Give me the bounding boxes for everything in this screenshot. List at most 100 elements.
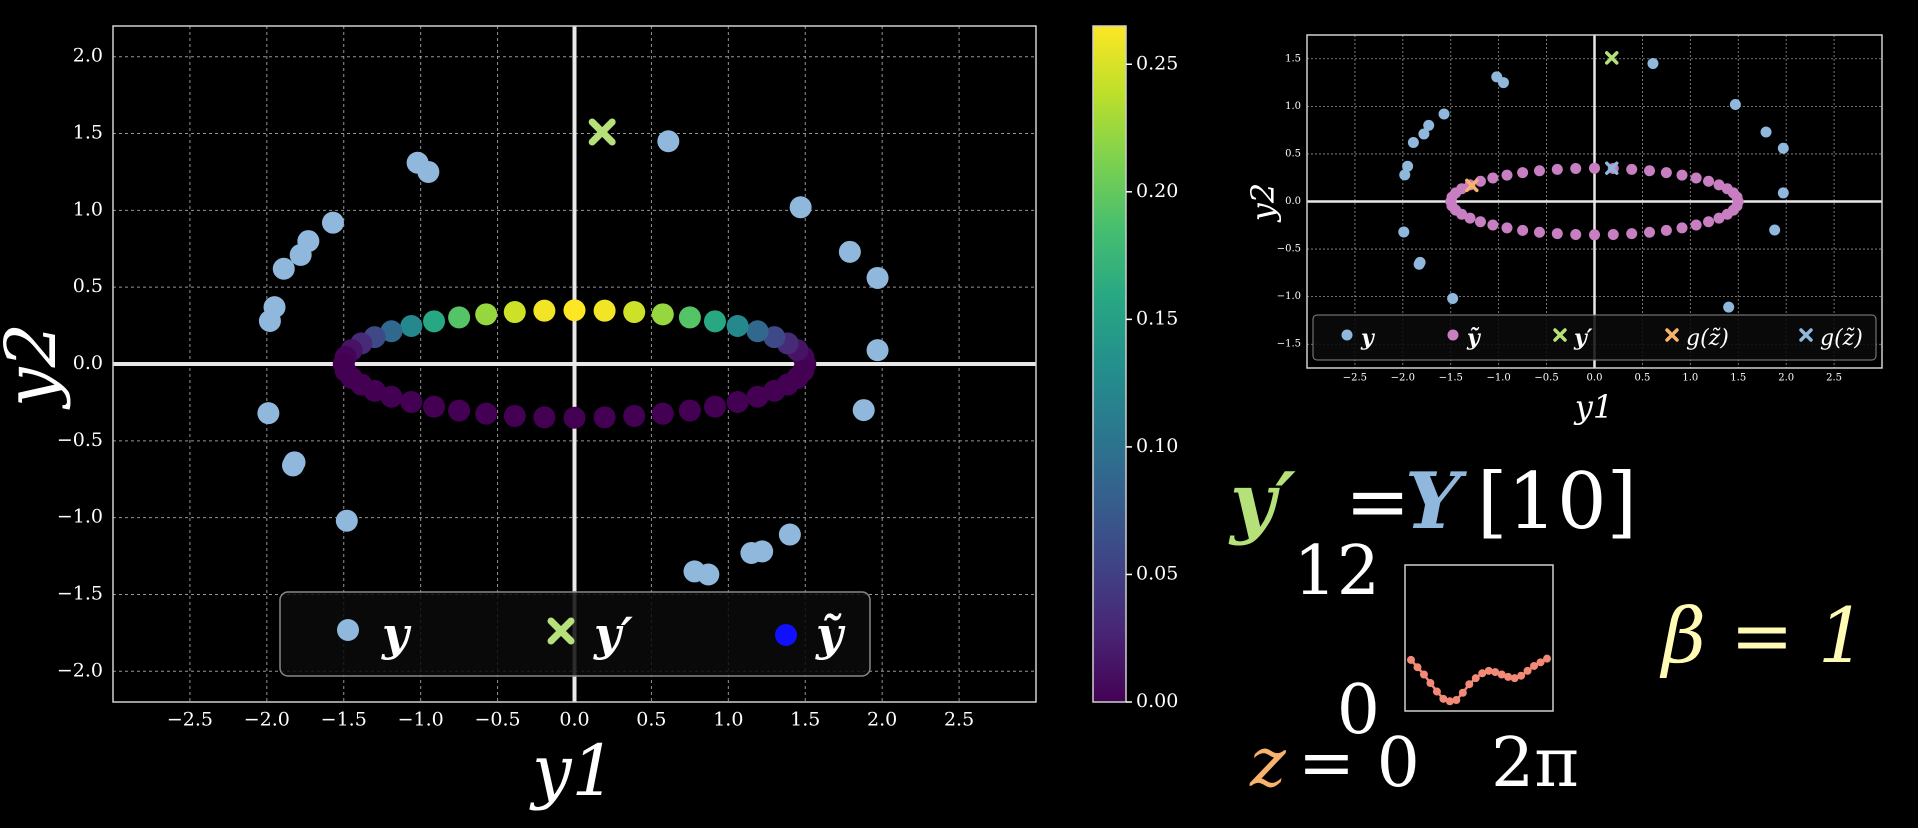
inset-y-min-label: 0: [1337, 671, 1380, 750]
legend-marker-y: [337, 619, 359, 641]
colorbar-tick-label: 0.15: [1136, 307, 1178, 329]
main-legend: y y′ ỹ: [279, 591, 871, 677]
y-tick-label: 1.5: [1285, 53, 1301, 64]
y-tilde-point-small: [1713, 212, 1725, 224]
y-point: [281, 454, 304, 477]
colorbar-tick-label: 0.25: [1136, 52, 1178, 74]
colorbar-tick-label: 0.05: [1136, 562, 1178, 584]
y-tilde-point-small: [1487, 172, 1499, 184]
y-tilde-point: [475, 303, 498, 326]
wave-point: [1471, 674, 1480, 683]
y-tilde-point: [400, 391, 423, 414]
main-scatter-plot: −2.5 −2.0 −1.5 −1.0 −0.5 0.0 0.5 1.0 1.5 2.0 2.5 −2…: [0, 25, 1037, 812]
x-axis-label: y1: [529, 730, 616, 812]
x-tick-label: 1.0: [1682, 372, 1698, 383]
x-tick-label: 0.5: [1634, 372, 1650, 383]
x-tick-label: −2.0: [244, 709, 290, 731]
colorbar: 0.00 0.05 0.10 0.15 0.20 0.25: [1092, 25, 1178, 712]
small-legend-label-g-orange: g(z̃): [1686, 326, 1729, 351]
small-legend-label-y-prime: y′: [1573, 325, 1593, 351]
eq-z-var: z: [1249, 724, 1287, 803]
y-tilde-point: [380, 385, 403, 408]
small-legend-marker-y-tilde: [1447, 329, 1459, 341]
x-tick-label: −2.5: [1343, 372, 1367, 383]
y-point: [697, 563, 720, 586]
inset-y-max-label: 12: [1293, 532, 1380, 611]
y-tick-label: −1.5: [57, 582, 103, 604]
wave-point: [1445, 697, 1454, 706]
y-tilde-point-small: [1589, 229, 1600, 241]
y-axis-label: y2: [0, 323, 72, 410]
eq-Y: Y: [1405, 456, 1467, 547]
y-point: [297, 230, 320, 253]
plot-frame: [112, 25, 1037, 703]
x-tick-label: 2.5: [944, 709, 974, 731]
y-tilde-point-small: [1607, 229, 1619, 241]
eq-y-prime: y′: [1228, 456, 1296, 547]
wave-point: [1452, 696, 1461, 705]
y-tilde-point-small: [1626, 228, 1638, 240]
y-tick-label: 0.5: [73, 275, 103, 297]
y-prime-marker: [588, 118, 616, 146]
y-point-small: [1423, 119, 1435, 131]
y-point-small: [1418, 128, 1430, 140]
y-tilde-point-small: [1551, 228, 1563, 240]
y-point-small: [1399, 169, 1411, 181]
y-tilde-point-small: [1644, 226, 1656, 238]
small-legend-box: [1312, 314, 1877, 361]
y-tilde-point-small: [1464, 212, 1476, 224]
y-tilde-point-small: [1703, 175, 1715, 187]
y-tilde-point-small: [1501, 222, 1513, 234]
y-point: [272, 257, 295, 280]
y-tilde-point: [423, 395, 446, 418]
small-legend-label-y: y: [1360, 325, 1376, 351]
y-tilde-point: [533, 406, 556, 429]
y-tilde-point-small: [1703, 216, 1715, 228]
y-point-small: [1402, 160, 1414, 172]
y-tilde-point-small: [1456, 208, 1468, 220]
x-tick-label: −1.5: [1439, 372, 1463, 383]
wave-point: [1413, 663, 1422, 672]
y-point: [866, 339, 889, 362]
y-tilde-point: [763, 326, 786, 349]
legend-box: [279, 591, 871, 677]
y-tick-label: −2.0: [57, 659, 103, 681]
legend-marker-y-prime: [547, 617, 575, 645]
y-tilde-point: [678, 306, 701, 329]
small-scatter-plot: −2.5 −2.0 −1.5 −1.0 −0.5 0.0 0.5 1.0 1.5 2.0 2.5 −1…: [1244, 34, 1883, 426]
small-legend-label-g-blue: g(z̃): [1820, 326, 1863, 351]
y-tilde-point: [651, 402, 674, 425]
y-tilde-point: [703, 310, 726, 333]
y-point-small: [1447, 293, 1459, 305]
y-tilde-point: [593, 299, 616, 322]
y-tilde-point: [563, 406, 586, 429]
wave-point: [1536, 658, 1545, 667]
x-tick-label: −1.0: [1487, 372, 1511, 383]
y-point: [838, 240, 861, 263]
colorbar-tick-label: 0.00: [1136, 690, 1178, 712]
x-tick-label: −1.5: [321, 709, 367, 731]
g-z-marker-orange: [1465, 178, 1479, 193]
wave-point: [1407, 655, 1415, 664]
x-tick-label: −1.0: [398, 709, 444, 731]
y-tilde-point-small: [1690, 219, 1702, 231]
wave-point: [1465, 680, 1474, 689]
wave-point: [1504, 672, 1513, 681]
y-point: [751, 540, 774, 563]
x-tick-label: 2.0: [867, 709, 897, 731]
y-tick-label: −1.0: [57, 506, 103, 528]
y-tilde-point-small: [1533, 226, 1545, 238]
y-tilde-point: [363, 379, 386, 402]
small-legend: y ỹ y′ g(z̃) g(z̃): [1312, 314, 1877, 361]
x-tick-label: 1.5: [1730, 372, 1746, 383]
y-point: [789, 196, 812, 219]
y-tilde-point: [503, 404, 526, 427]
y-tilde-point-small: [1713, 179, 1725, 191]
g-z-marker-blue: [1605, 161, 1619, 175]
wave-point: [1530, 661, 1539, 670]
y-tick-label: −1.0: [1277, 291, 1301, 302]
inset-frame: [1404, 564, 1554, 712]
y-tilde-point-small: [1589, 162, 1600, 174]
y-tilde-point: [726, 314, 749, 337]
small-y-axis-label: y2: [1244, 183, 1282, 223]
